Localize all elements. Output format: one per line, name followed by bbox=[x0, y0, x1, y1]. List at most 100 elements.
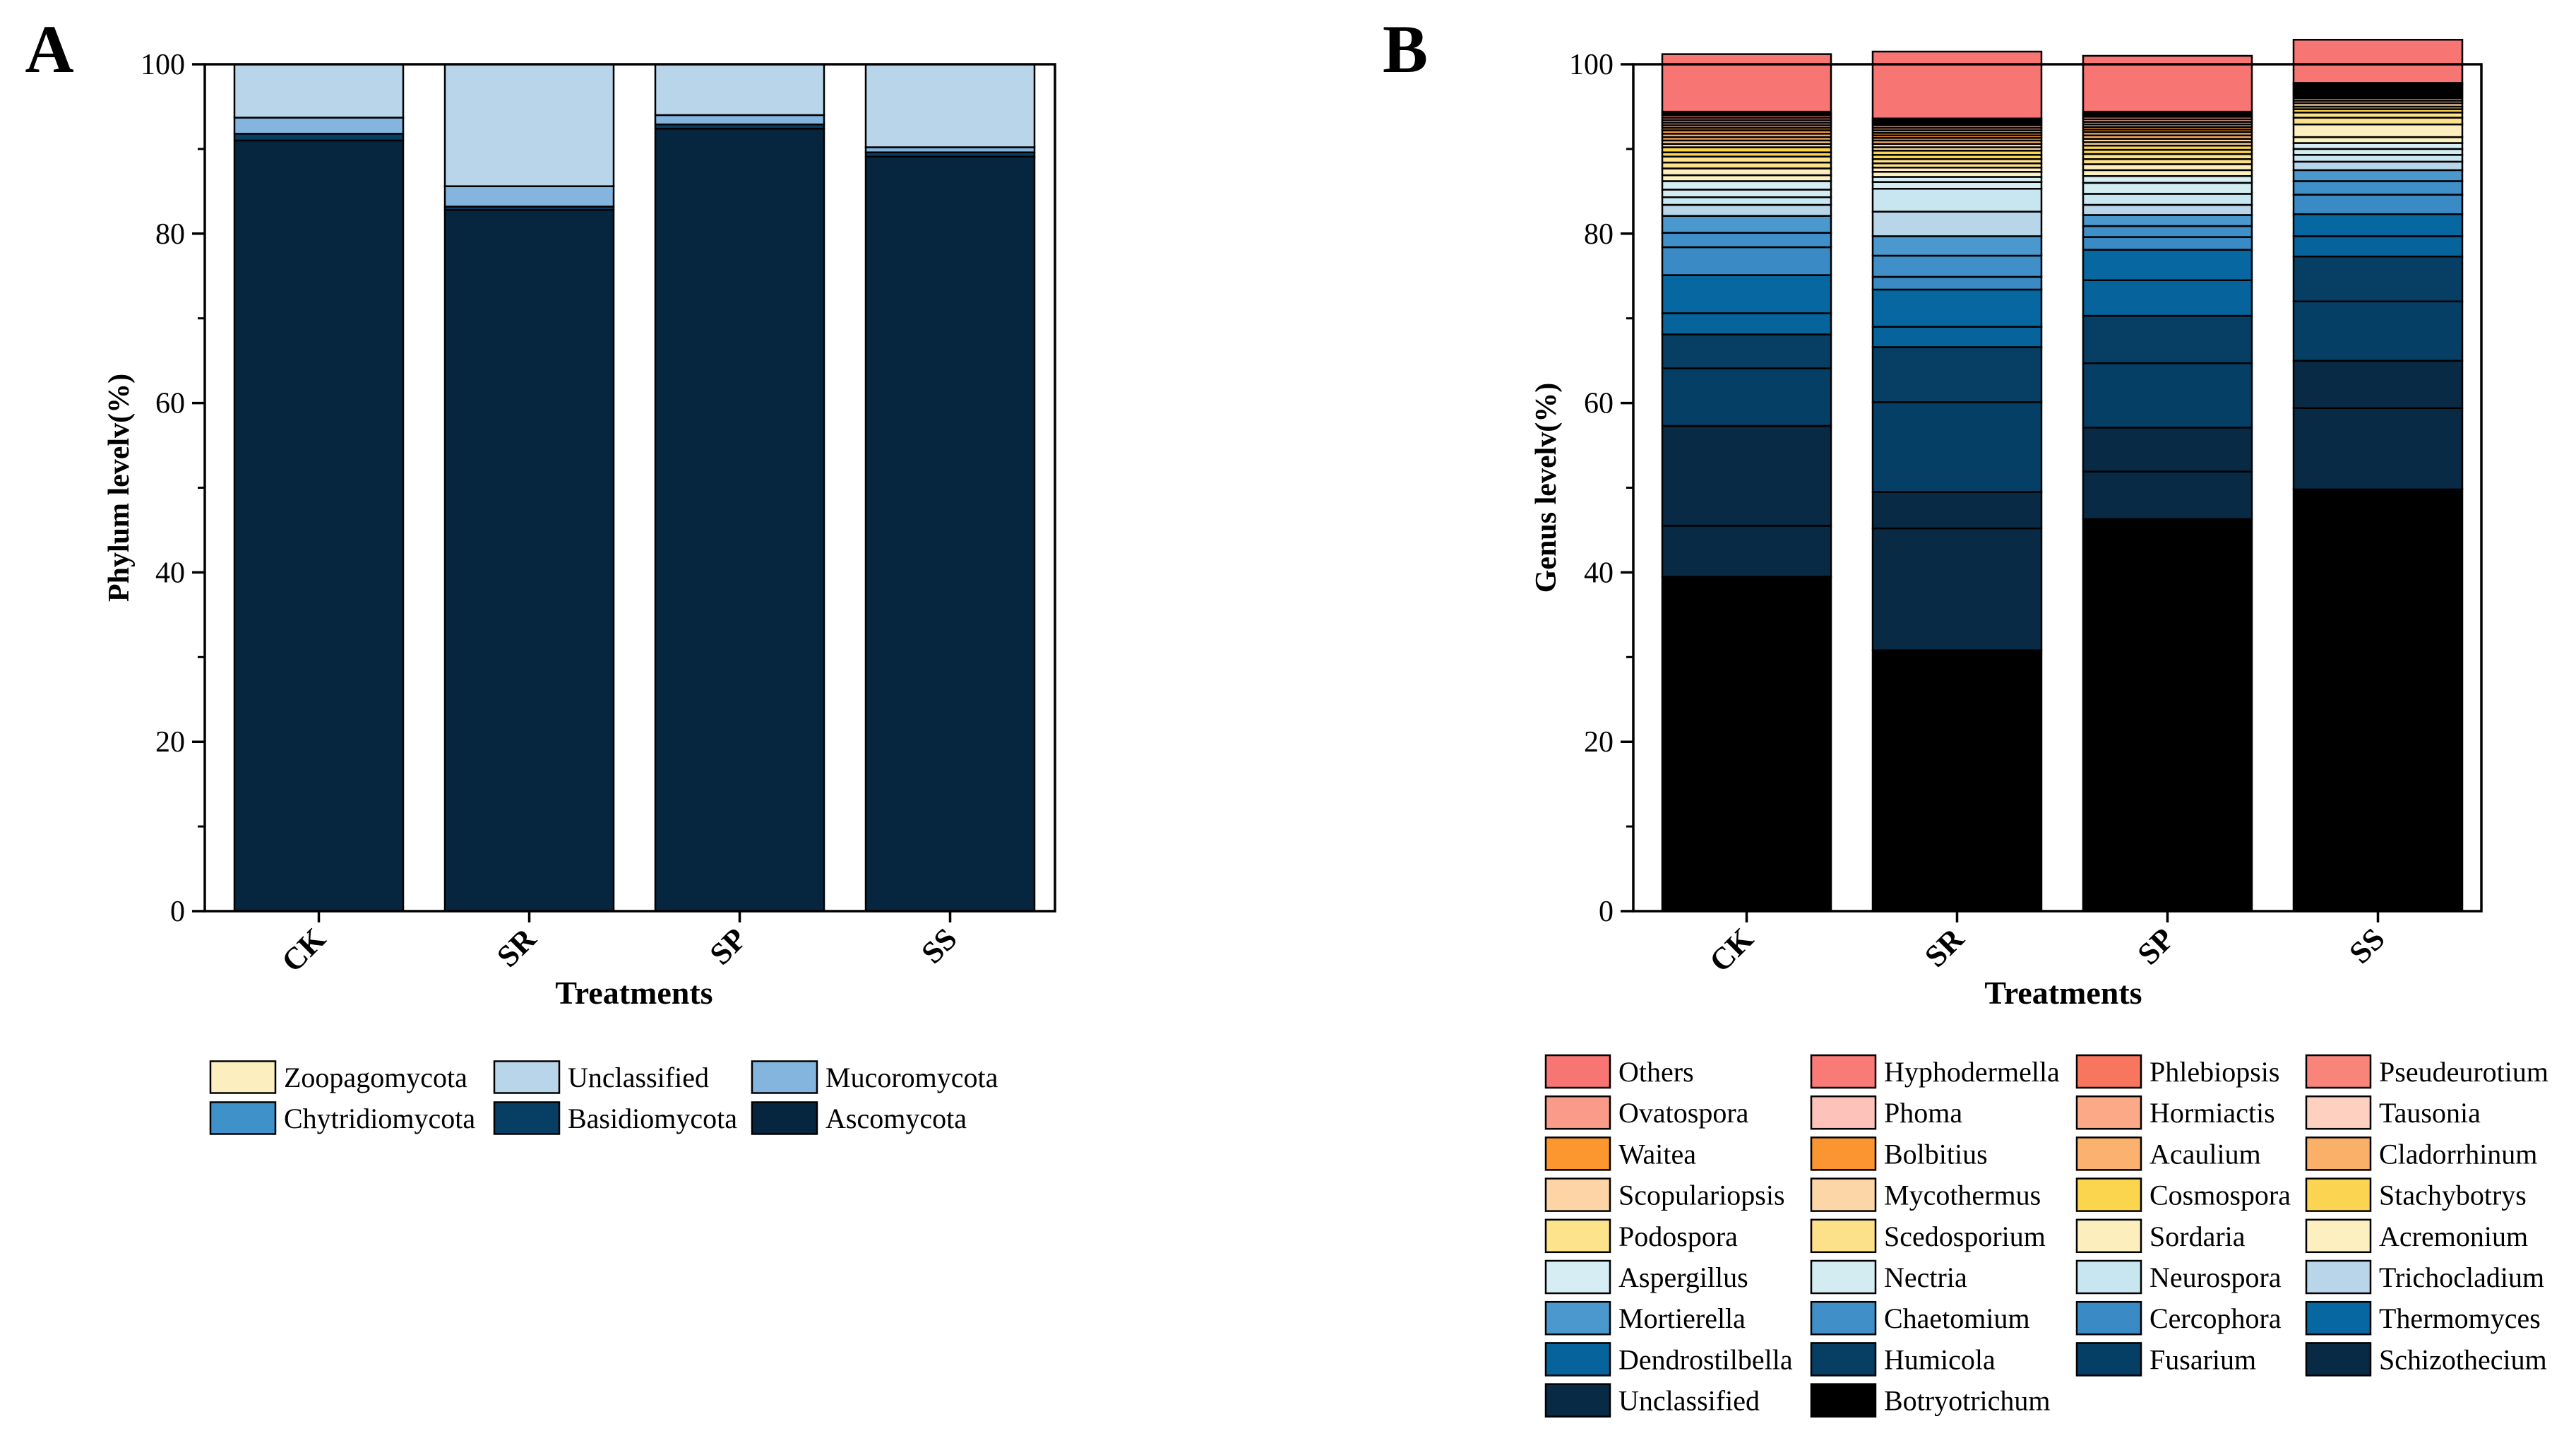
legend-swatch-basidiomycota bbox=[493, 1101, 561, 1135]
bar-segment-ss-fusarium bbox=[2292, 300, 2464, 362]
y-tick-label: 40 bbox=[1584, 557, 1614, 589]
bar-segment-sp-neurospora bbox=[2082, 193, 2253, 206]
bar-segment-ck-fusarium bbox=[1661, 367, 1832, 427]
legend-swatch-ascomycota bbox=[751, 1101, 818, 1135]
legend-label-fusarium: Fusarium bbox=[2149, 1343, 2256, 1375]
x-tick-label-ck: CK bbox=[275, 921, 332, 978]
bar-segment-sp-trichocladium bbox=[2082, 203, 2253, 216]
bar-segment-ss-mortierella bbox=[2292, 169, 2464, 182]
legend-swatch-neurospora bbox=[2075, 1259, 2142, 1295]
legend-label-scedosporium: Scedosporium bbox=[1884, 1221, 2046, 1252]
legend-label-phlebiopsis: Phlebiopsis bbox=[2149, 1056, 2279, 1088]
bar-segment-sr-cercophora bbox=[1871, 275, 2043, 291]
y-tick-label: 100 bbox=[141, 49, 185, 81]
bar-segment-ck-aspergillus bbox=[1661, 180, 1832, 191]
bar-segment-ck-neurospora bbox=[1661, 196, 1832, 206]
bar-segment-sr-chaetomium bbox=[1871, 254, 2043, 278]
legend-label-humicola: Humicola bbox=[1884, 1343, 1996, 1375]
bar-segment-ck-nectria bbox=[1661, 189, 1832, 198]
legend-swatch-podospora bbox=[1544, 1218, 1611, 1254]
legend-swatch-aspergillus bbox=[1544, 1259, 1611, 1295]
legend-swatch-unclassified bbox=[493, 1060, 561, 1094]
legend-swatch-botryotrichum bbox=[1810, 1383, 1877, 1418]
bar-segment-sp-dendrostilbella bbox=[2082, 279, 2253, 317]
bar-segment-ck-botryotrichum bbox=[1661, 576, 1832, 913]
bar-segment-ss-ascomycota bbox=[864, 155, 1036, 913]
bar-segment-sr-neurospora bbox=[1871, 188, 2043, 213]
bar-segment-ck-scedosporium bbox=[1661, 161, 1832, 170]
bar-segment-ck-unclassified bbox=[1661, 525, 1832, 578]
legend-swatch-pseudeurotium bbox=[2305, 1054, 2372, 1089]
bar-segment-ss-trichocladium bbox=[2292, 160, 2464, 172]
legend-label-scopulariopsis: Scopulariopsis bbox=[1618, 1180, 1785, 1211]
legend-swatch-scedosporium bbox=[1810, 1218, 1877, 1254]
legend-label-cosmospora: Cosmospora bbox=[2149, 1180, 2291, 1211]
legend-swatch-sordaria bbox=[2075, 1218, 2142, 1254]
y-tick-label: 0 bbox=[1599, 896, 1614, 928]
legend-label-mycothermus: Mycothermus bbox=[1884, 1180, 2041, 1211]
bar-segment-ss-schizothecium bbox=[2292, 360, 2464, 410]
x-tick-label-sr: SR bbox=[490, 921, 543, 974]
x-tick-label-ss: SS bbox=[914, 921, 963, 970]
bar-segment-ck-trichocladium bbox=[1661, 203, 1832, 217]
legend-label-unclassified: Unclassified bbox=[568, 1062, 709, 1093]
x-tick-label-sr: SR bbox=[1918, 921, 1971, 974]
bar-segment-sp-unclassified bbox=[2082, 470, 2253, 521]
bar-segment-sr-mortierella bbox=[1871, 235, 2043, 257]
y-tick-label: 80 bbox=[1584, 218, 1614, 251]
bar-segment-sp-cercophora bbox=[2082, 236, 2253, 251]
legend-label-neurospora: Neurospora bbox=[2149, 1261, 2282, 1293]
legend-label-hormiactis: Hormiactis bbox=[2149, 1097, 2275, 1129]
bar-segment-ss-aspergillus bbox=[2292, 142, 2464, 150]
legend-swatch-trichocladium bbox=[2305, 1259, 2372, 1295]
legend-label-thermomyces: Thermomyces bbox=[2379, 1302, 2541, 1334]
legend-label-mucoromycota: Mucoromycota bbox=[825, 1062, 998, 1093]
legend-swatch-cosmospora bbox=[2075, 1177, 2142, 1212]
y-tick-label: 100 bbox=[1569, 49, 1614, 81]
x-tick-label-ck: CK bbox=[1703, 921, 1760, 978]
y-tick-label: 40 bbox=[155, 557, 185, 589]
legend-swatch-chytridiomycota bbox=[209, 1101, 277, 1135]
bar-segment-ss-dendrostilbella bbox=[2292, 235, 2464, 258]
bar-segment-sp-nectria bbox=[2082, 182, 2253, 195]
legend-label-basidiomycota: Basidiomycota bbox=[568, 1103, 737, 1134]
legend-swatch-fusarium bbox=[2075, 1342, 2142, 1377]
bar-segment-sr-nectria bbox=[1871, 181, 2043, 190]
bar-segment-ss-botryotrichum bbox=[2292, 488, 2464, 913]
bar-segment-sp-sordaria bbox=[2082, 163, 2253, 172]
x-tick-label-ss: SS bbox=[2342, 921, 2391, 970]
y-tick-label: 20 bbox=[1584, 726, 1614, 759]
legend-label-hyphodermella: Hyphodermella bbox=[1884, 1056, 2060, 1088]
bar-segment-ss-unclassified bbox=[2292, 407, 2464, 491]
bar-segment-ck-humicola bbox=[1661, 333, 1832, 369]
x-tick-label-sp: SP bbox=[2131, 921, 2181, 971]
legend-swatch-nectria bbox=[1810, 1259, 1877, 1295]
bar-segment-sp-fusarium bbox=[2082, 362, 2253, 429]
bar-segment-ss-unclassified bbox=[864, 63, 1036, 148]
bar-segment-ss-thermomyces bbox=[2292, 213, 2464, 237]
bar-segment-sp-chaetomium bbox=[2082, 225, 2253, 238]
panel-label: B bbox=[1383, 11, 1428, 87]
bar-segment-sr-botryotrichum bbox=[1871, 649, 2043, 913]
bar-segment-sp-botryotrichum bbox=[2082, 518, 2253, 913]
legend-label-stachybotrys: Stachybotrys bbox=[2379, 1180, 2527, 1211]
panel-label: A bbox=[25, 11, 73, 87]
bar-segment-sp-unclassified bbox=[654, 63, 825, 117]
legend-label-tausonia: Tausonia bbox=[2379, 1097, 2481, 1129]
legend-swatch-phlebiopsis bbox=[2075, 1054, 2142, 1089]
legend-swatch-bolbitius bbox=[1810, 1136, 1877, 1171]
bar-segment-ck-chaetomium bbox=[1661, 232, 1832, 249]
legend-label-mortierella: Mortierella bbox=[1618, 1302, 1746, 1334]
bar-segment-ck-mortierella bbox=[1661, 215, 1832, 234]
bar-segment-sp-aspergillus bbox=[2082, 175, 2253, 184]
bar-segment-ck-dendrostilbella bbox=[1661, 312, 1832, 336]
y-tick-label: 80 bbox=[155, 218, 185, 251]
bar-segment-ck-cercophora bbox=[1661, 246, 1832, 276]
bar-segment-ss-neurospora bbox=[2292, 154, 2464, 163]
bar-segment-ss-nectria bbox=[2292, 148, 2464, 156]
bar-segment-ck-basidiomycota bbox=[233, 133, 405, 142]
bar-segment-ss-others bbox=[2292, 38, 2464, 84]
legend-swatch-acremonium bbox=[2305, 1218, 2372, 1254]
legend-swatch-acaulium bbox=[2075, 1136, 2142, 1171]
bar-segment-sp-ascomycota bbox=[654, 127, 825, 913]
